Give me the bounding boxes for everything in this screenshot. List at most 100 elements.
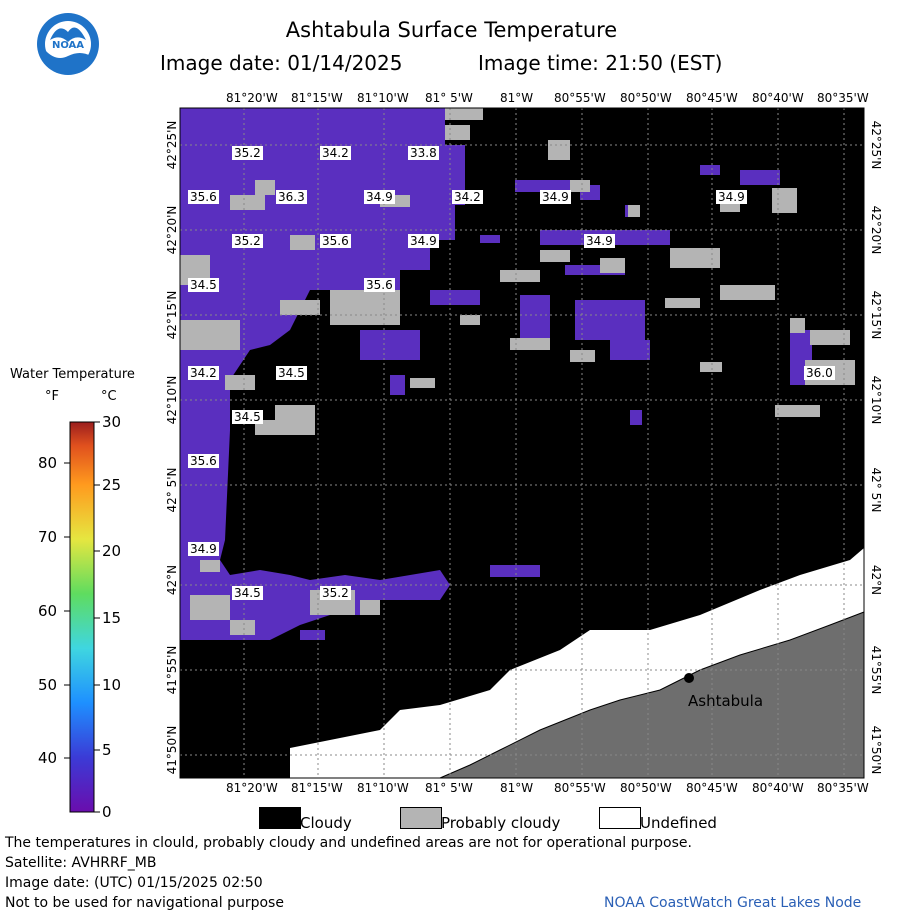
top-lon-tick: 81° 5'W <box>425 91 473 105</box>
probably-cloudy-swatch <box>400 807 442 829</box>
legend-c-tick: 5 <box>102 741 112 759</box>
utc-date-text: Image date: (UTC) 01/15/2025 02:50 <box>5 875 263 891</box>
noaa-emblem-icon: NOAA <box>37 13 99 75</box>
temp-label: 34.5 <box>188 278 219 292</box>
logo-text: NOAA <box>52 40 84 51</box>
right-lat-tick: 42°15'N <box>869 290 883 340</box>
legend-c-tick: 10 <box>102 676 122 694</box>
bottom-lon-tick: 81°15'W <box>291 781 343 795</box>
legend-f-tick: 70 <box>38 528 58 546</box>
city-label: Ashtabula <box>688 692 764 710</box>
ashtabula-marker-icon <box>684 673 694 683</box>
temp-label: 36.0 <box>804 366 835 380</box>
legend-unit-c: °C <box>101 389 117 404</box>
temp-label: 34.9 <box>540 190 571 204</box>
legend-c-tick: 20 <box>102 542 122 560</box>
satellite-text: Satellite: AVHRRF_MB <box>5 855 157 871</box>
probably-cloudy-key-label: Probably cloudy <box>441 814 561 832</box>
right-lat-tick: 41°50'N <box>869 725 883 775</box>
temp-label: 33.8 <box>408 146 439 160</box>
temp-label: 34.5 <box>276 366 307 380</box>
grid-lines <box>180 108 864 778</box>
image-date-label: Image date: 01/14/2025 <box>160 51 403 75</box>
temp-label: 34.2 <box>452 190 483 204</box>
temp-label: 35.6 <box>188 454 219 468</box>
left-lat-tick: 42° 5'N <box>165 467 179 513</box>
legend-c-tick: 25 <box>102 476 122 494</box>
undefined-area <box>290 548 864 778</box>
left-lat-tick: 42°N <box>165 564 179 596</box>
bottom-lon-tick: 81°10'W <box>357 781 409 795</box>
bottom-lon-tick: 81° 5'W <box>425 781 473 795</box>
credit-link[interactable]: NOAA CoastWatch Great Lakes Node <box>604 895 862 911</box>
undefined-swatch <box>599 807 641 829</box>
cloudy-swatch <box>259 807 301 829</box>
bottom-lon-tick: 80°40'W <box>752 781 804 795</box>
legend-ticks <box>64 421 100 813</box>
left-lat-tick: 42°15'N <box>165 290 179 340</box>
left-lat-tick: 42°20'N <box>165 205 179 255</box>
left-lat-tick: 42°25'N <box>165 120 179 170</box>
temp-label: 35.6 <box>364 278 395 292</box>
temp-label: 34.5 <box>232 410 263 424</box>
temp-label: 34.9 <box>716 190 747 204</box>
right-lat-tick: 42°10'N <box>869 375 883 425</box>
right-lat-tick: 42°25'N <box>869 120 883 170</box>
temp-label: 35.6 <box>320 234 351 248</box>
top-lon-tick: 80°45'W <box>686 91 738 105</box>
legend-c-tick: 30 <box>102 413 122 431</box>
temp-label: 35.2 <box>320 586 351 600</box>
legend-c-tick: 15 <box>102 609 122 627</box>
legend-c-tick: 0 <box>102 803 112 821</box>
legend-f-tick: 60 <box>38 602 58 620</box>
noaa-logo: NOAA <box>36 12 100 76</box>
map-frame <box>179 107 865 779</box>
legend-f-tick: 50 <box>38 676 58 694</box>
temp-label: 36.3 <box>276 190 307 204</box>
top-lon-tick: 80°35'W <box>817 91 869 105</box>
legend-f-tick: 80 <box>38 454 58 472</box>
shoreline <box>439 611 865 779</box>
top-lon-tick: 81°10'W <box>357 91 409 105</box>
nav-warning-text: Not to be used for navigational purpose <box>5 895 284 911</box>
image-time-label: Image time: 21:50 (EST) <box>478 51 723 75</box>
top-lon-tick: 80°55'W <box>554 91 606 105</box>
right-lat-tick: 42° 5'N <box>869 467 883 513</box>
page-title: Ashtabula Surface Temperature <box>285 18 618 42</box>
temp-label: 34.5 <box>232 586 263 600</box>
top-lon-tick: 81°20'W <box>226 91 278 105</box>
left-lat-tick: 41°50'N <box>165 725 179 775</box>
temp-label: 34.9 <box>188 542 219 556</box>
bottom-lon-tick: 80°45'W <box>686 781 738 795</box>
right-lat-tick: 42°N <box>869 564 883 596</box>
cloudy-key-label: Cloudy <box>300 814 352 832</box>
legend-title: Water Temperature <box>10 367 135 382</box>
undefined-key-label: Undefined <box>640 814 717 832</box>
legend-color-bar <box>69 421 95 813</box>
top-lon-tick: 81°15'W <box>291 91 343 105</box>
bottom-lon-tick: 80°50'W <box>620 781 672 795</box>
temp-label: 34.9 <box>408 234 439 248</box>
temp-label: 35.2 <box>232 146 263 160</box>
legend-unit-f: °F <box>45 389 59 404</box>
temp-label: 35.2 <box>232 234 263 248</box>
left-lat-tick: 42°10'N <box>165 375 179 425</box>
bottom-lon-tick: 81°20'W <box>226 781 278 795</box>
left-lat-tick: 41°55'N <box>165 645 179 695</box>
right-lat-tick: 41°55'N <box>869 645 883 695</box>
top-lon-tick: 80°50'W <box>620 91 672 105</box>
disclaimer-text: The temperatures in clould, probably clo… <box>5 835 692 851</box>
temp-label: 34.9 <box>364 190 395 204</box>
bottom-lon-tick: 81°W <box>500 781 534 795</box>
top-lon-tick: 80°40'W <box>752 91 804 105</box>
right-lat-tick: 42°20'N <box>869 205 883 255</box>
top-lon-tick: 81°W <box>500 91 534 105</box>
temp-label: 34.2 <box>320 146 351 160</box>
legend-f-tick: 40 <box>38 749 58 767</box>
bottom-lon-tick: 80°55'W <box>554 781 606 795</box>
temp-label: 35.6 <box>188 190 219 204</box>
temp-label: 34.2 <box>188 366 219 380</box>
bottom-lon-tick: 80°35'W <box>817 781 869 795</box>
temp-label: 34.9 <box>584 234 615 248</box>
land-area <box>440 612 864 778</box>
